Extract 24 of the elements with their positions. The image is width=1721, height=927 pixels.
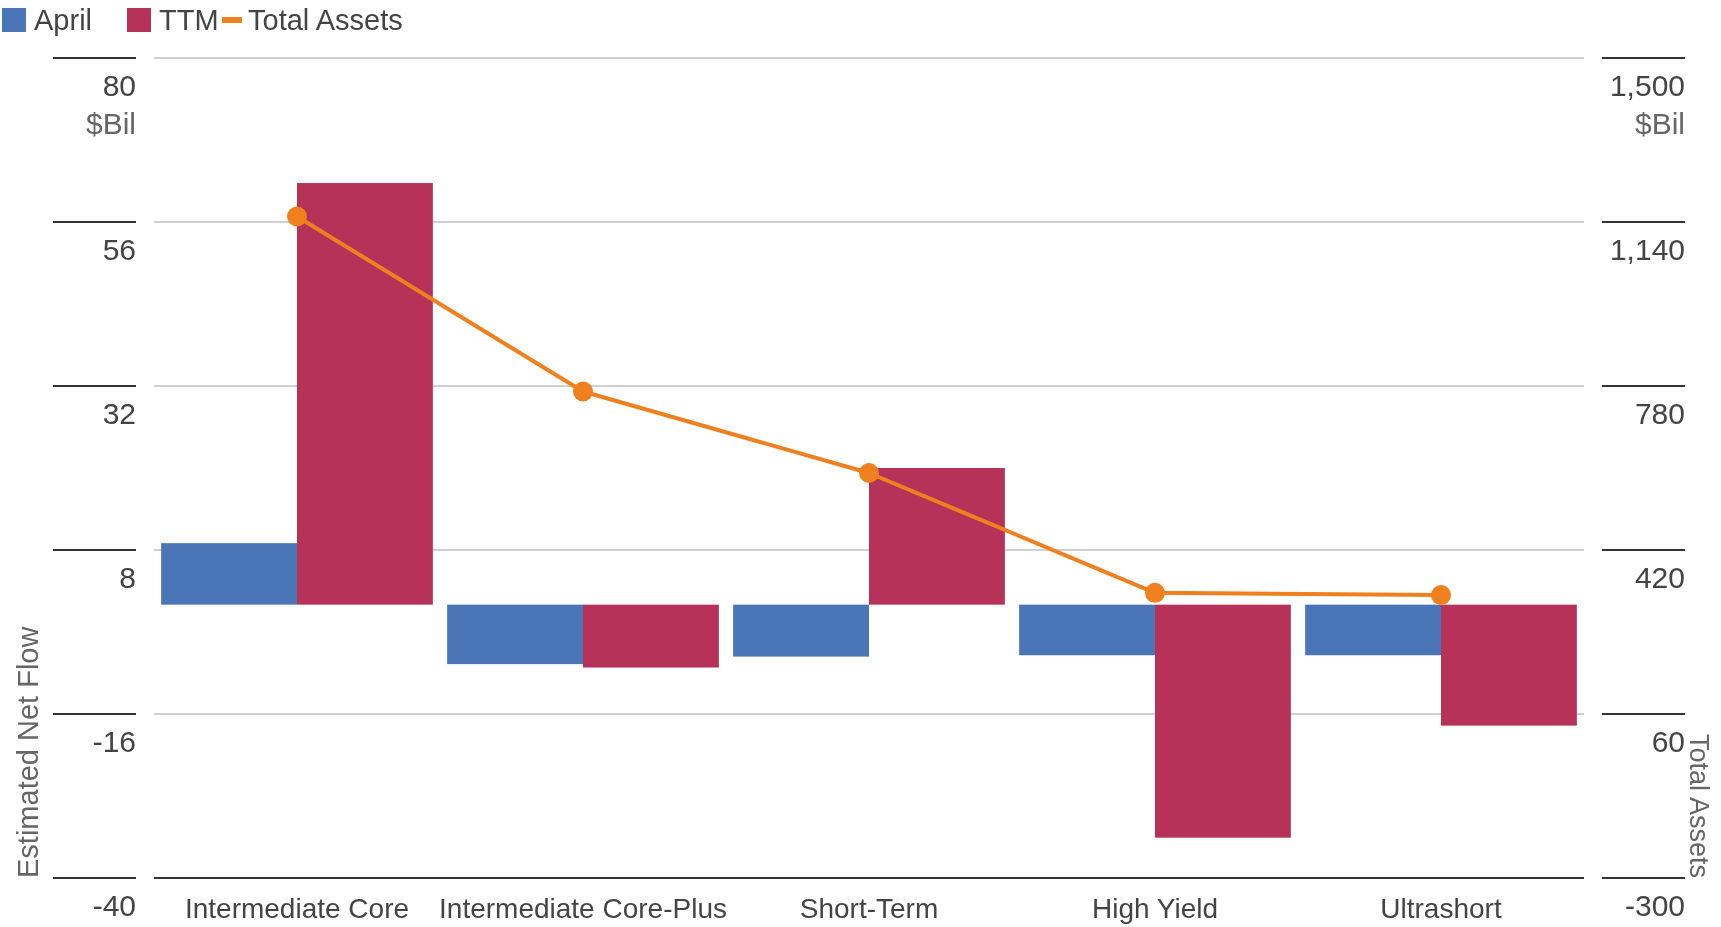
y-tick-label: 80 <box>102 69 136 102</box>
y2-tick-label: 780 <box>1634 397 1685 430</box>
y-tick-label: -40 <box>92 889 136 922</box>
y2-tick-label: 420 <box>1634 561 1685 594</box>
text: $Bil <box>85 107 136 140</box>
y2-tick-label: -300 <box>1624 889 1685 922</box>
y2-axis-title: Total Assets <box>1684 733 1714 878</box>
y-tick-label: 32 <box>102 397 136 430</box>
x-tick-label: Short-Term <box>799 893 939 924</box>
y2-tick-label: 60 <box>1651 725 1685 758</box>
legend-label: April <box>34 4 93 36</box>
y2-tick-label: 1,140 <box>1609 233 1685 266</box>
x-tick-label: High Yield <box>1091 893 1219 924</box>
legend-label: TTM <box>159 4 219 36</box>
x-tick-label: Ultrashort <box>1380 893 1502 924</box>
x-tick-label: Intermediate Core-Plus <box>439 893 727 924</box>
y-tick-label: 56 <box>102 233 136 266</box>
y-tick-label: -16 <box>92 725 136 758</box>
x-tick-label: Intermediate Core <box>184 893 410 924</box>
legend-label: Total Assets <box>248 4 403 36</box>
y-axis-title: Estimated Net Flow <box>12 625 44 878</box>
text: $Bil <box>1634 107 1685 140</box>
y2-tick-label: 1,500 <box>1609 69 1685 102</box>
y-tick-label: 8 <box>119 561 136 594</box>
